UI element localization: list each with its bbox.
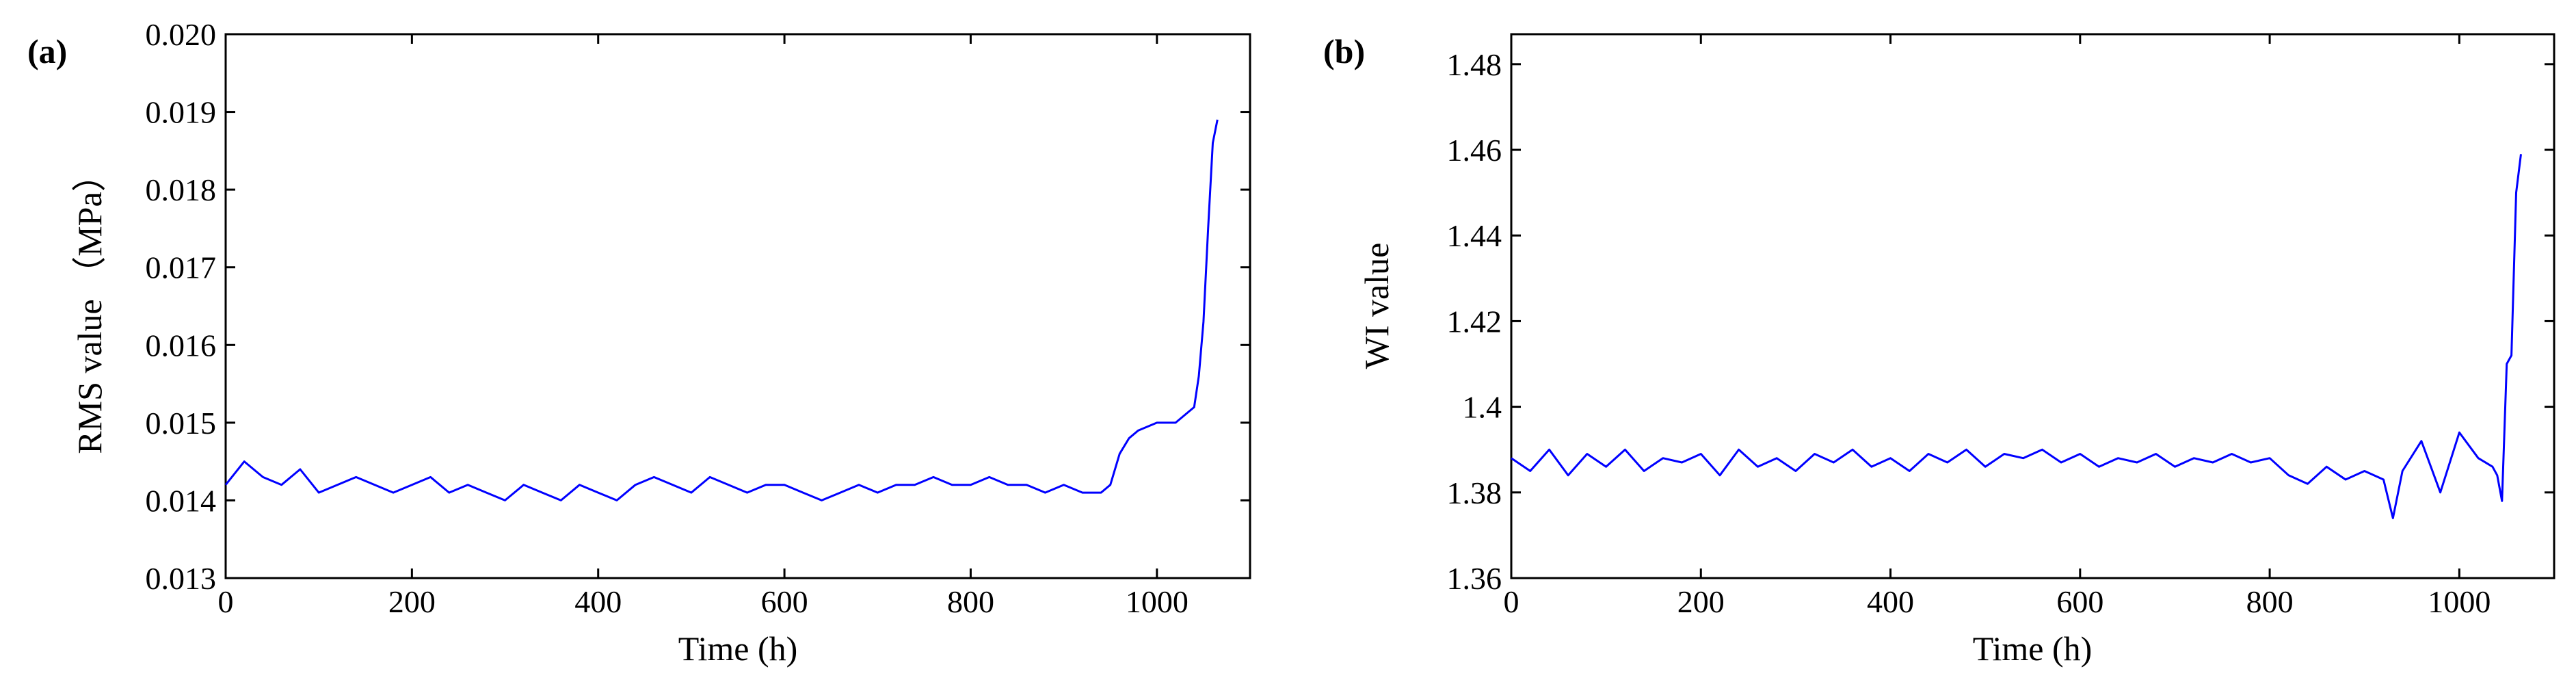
panel-a-x-ticks: 0 200 400 600 800 1000 xyxy=(218,34,1189,619)
panel-a-y-tick-label: 0.013 xyxy=(146,561,217,596)
panel-a-x-tick-label: 0 xyxy=(218,584,234,619)
panel-a-y-axis-title: RMS value （MPa） xyxy=(70,157,109,454)
panel-a-y-tick-label: 0.017 xyxy=(146,250,217,285)
panel-b-y-ticks: 1.36 1.38 1.4 1.42 1.44 1.46 1.48 xyxy=(1447,47,2554,596)
panel-a-label: (a) xyxy=(27,32,67,70)
panel-a-x-tick-label: 800 xyxy=(947,584,994,619)
panel-a-x-axis-title: Time (h) xyxy=(678,629,798,668)
panel-b-y-tick-label: 1.46 xyxy=(1447,133,1502,168)
panel-b-y-tick-label: 1.36 xyxy=(1447,561,1502,596)
panel-a-plot-frame xyxy=(224,33,1251,579)
panel-a-series-line xyxy=(224,119,1219,501)
panel-b-y-tick-label: 1.4 xyxy=(1463,390,1502,425)
panel-a-y-tick-label: 0.018 xyxy=(146,172,217,207)
panel-b-series-line xyxy=(1511,154,2522,519)
panel-a-x-tick-label: 1000 xyxy=(1126,584,1189,619)
panel-a-y-ticks: 0.013 0.014 0.015 0.016 0.017 0.018 0.019 0.020 xyxy=(146,17,1250,596)
panel-a-y-tick-label: 0.020 xyxy=(146,17,217,52)
panel-a-x-tick-label: 200 xyxy=(388,584,436,619)
panel-a-y-tick-label: 0.015 xyxy=(146,406,217,441)
panel-b-x-tick-label: 0 xyxy=(1504,584,1519,619)
panel-b-label: (b) xyxy=(1323,32,1365,70)
panel-a-y-tick-label: 0.019 xyxy=(146,95,217,130)
panel-b-y-tick-label: 1.44 xyxy=(1447,218,1502,253)
panel-b-y-tick-label: 1.38 xyxy=(1447,475,1502,510)
panel-b-x-tick-label: 1000 xyxy=(2428,584,2491,619)
panel-b-y-tick-label: 1.42 xyxy=(1447,304,1502,339)
panel-a: (a) 0.0130.0140.0150.0160.0170.0180.0190… xyxy=(27,17,1251,668)
panel-b: (b) 1.36 1.38 1.4 1.42 1.44 1.46 1.48 0 200 400 6… xyxy=(1323,32,2555,668)
panel-b-series xyxy=(1511,154,2522,519)
panel-b-y-axis-title: WI value xyxy=(1357,243,1396,369)
panel-a-y-tick-label: 0.016 xyxy=(146,328,217,363)
panel-b-x-tick-label: 200 xyxy=(1677,584,1725,619)
panel-b-x-tick-label: 600 xyxy=(2056,584,2103,619)
panel-b-x-axis-title: Time (h) xyxy=(1973,629,2093,668)
panel-b-x-tick-label: 800 xyxy=(2246,584,2294,619)
panel-a-y-tick-label: 0.014 xyxy=(146,483,217,518)
panel-b-x-tick-label: 400 xyxy=(1867,584,1914,619)
panel-b-x-ticks: 0 200 400 600 800 1000 xyxy=(1504,34,2491,619)
panel-b-y-tick-label: 1.48 xyxy=(1447,47,1502,82)
panel-a-x-tick-label: 400 xyxy=(574,584,622,619)
panel-b-plot-frame xyxy=(1510,33,2555,579)
panel-a-x-tick-label: 600 xyxy=(761,584,808,619)
panel-a-series xyxy=(224,119,1219,501)
